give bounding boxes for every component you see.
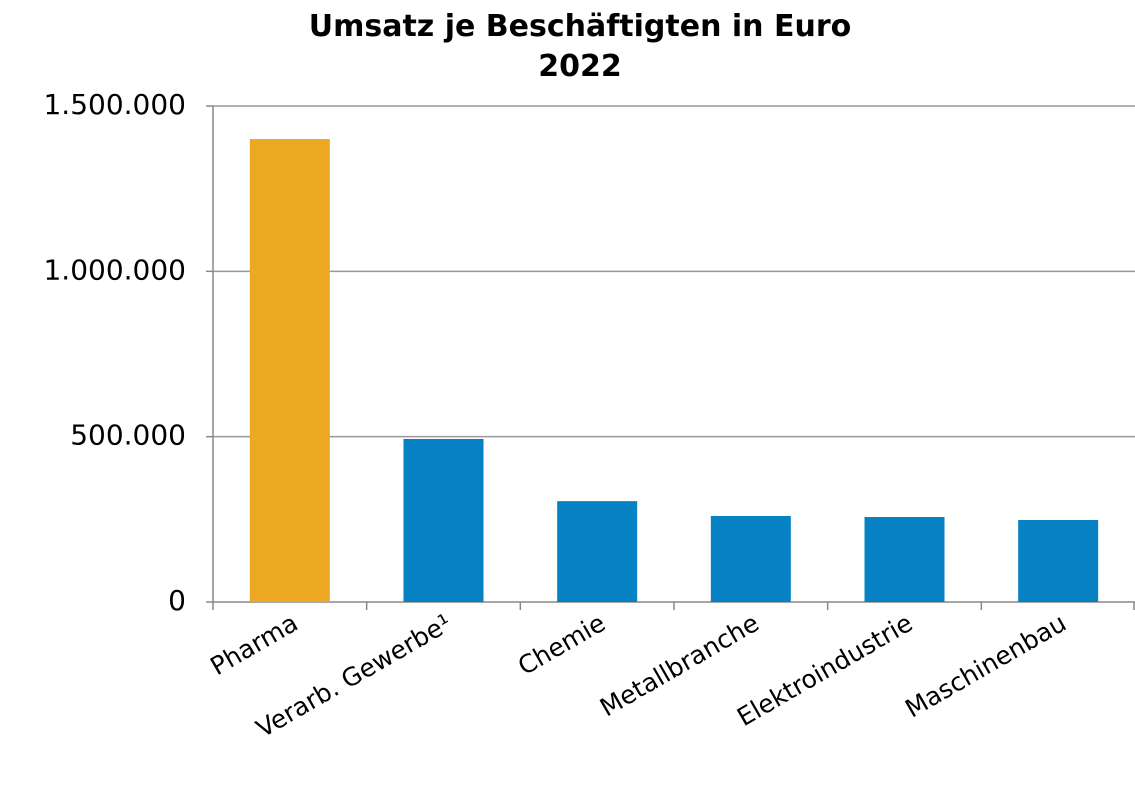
- x-tick-label: Maschinenbau: [900, 608, 1071, 723]
- bar: [864, 517, 945, 602]
- x-tick-label: Chemie: [513, 608, 610, 681]
- bar: [1018, 519, 1099, 602]
- y-tick-label: 0: [168, 584, 186, 617]
- x-tick-label: Pharma: [205, 608, 302, 681]
- bar: [710, 516, 791, 602]
- chart-title: Umsatz je Beschäftigten in Euro: [309, 9, 851, 44]
- bar: [403, 438, 484, 602]
- chart-subtitle: 2022: [538, 49, 622, 84]
- y-tick-label: 1.000.000: [43, 253, 186, 286]
- y-tick-label: 1.500.000: [43, 88, 186, 121]
- y-tick-label: 500.000: [70, 419, 186, 452]
- bar: [249, 139, 330, 603]
- bar: [557, 501, 638, 602]
